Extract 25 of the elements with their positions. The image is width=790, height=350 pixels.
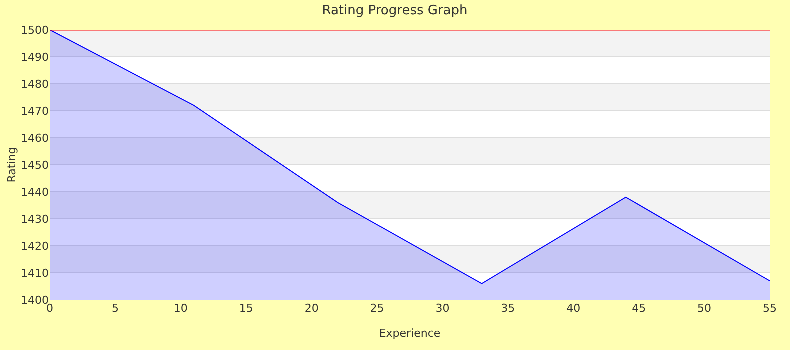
y-tick-label: 1480	[21, 78, 49, 91]
x-tick-label: 45	[632, 302, 646, 315]
x-tick-label: 35	[501, 302, 516, 315]
x-tick-label: 10	[174, 302, 188, 315]
y-tick-label: 1490	[21, 50, 49, 64]
x-tick-label: 55	[763, 302, 777, 315]
y-axis-title: Rating	[6, 147, 19, 183]
y-tick-label: 1410	[21, 266, 49, 280]
y-tick-label: 1470	[21, 104, 49, 118]
y-tick-label: 1500	[21, 24, 49, 37]
x-tick-label: 5	[112, 302, 119, 315]
x-tick-label: 25	[370, 302, 384, 315]
x-tick-label: 15	[239, 302, 254, 315]
y-tick-label: 1420	[21, 240, 49, 253]
y-tick-label: 1460	[21, 132, 49, 145]
chart-title: Rating Progress Graph	[322, 3, 468, 18]
x-tick-label: 30	[436, 302, 450, 315]
x-tick-label: 20	[304, 302, 319, 315]
y-tick-label: 1430	[21, 212, 49, 226]
x-tick-label: 40	[566, 302, 581, 315]
x-tick-label: 0	[46, 302, 54, 315]
x-axis-title: Experience	[379, 327, 441, 340]
y-tick-label: 1450	[21, 158, 49, 172]
x-tick-label: 50	[698, 302, 712, 315]
y-tick-label: 1440	[21, 186, 49, 199]
